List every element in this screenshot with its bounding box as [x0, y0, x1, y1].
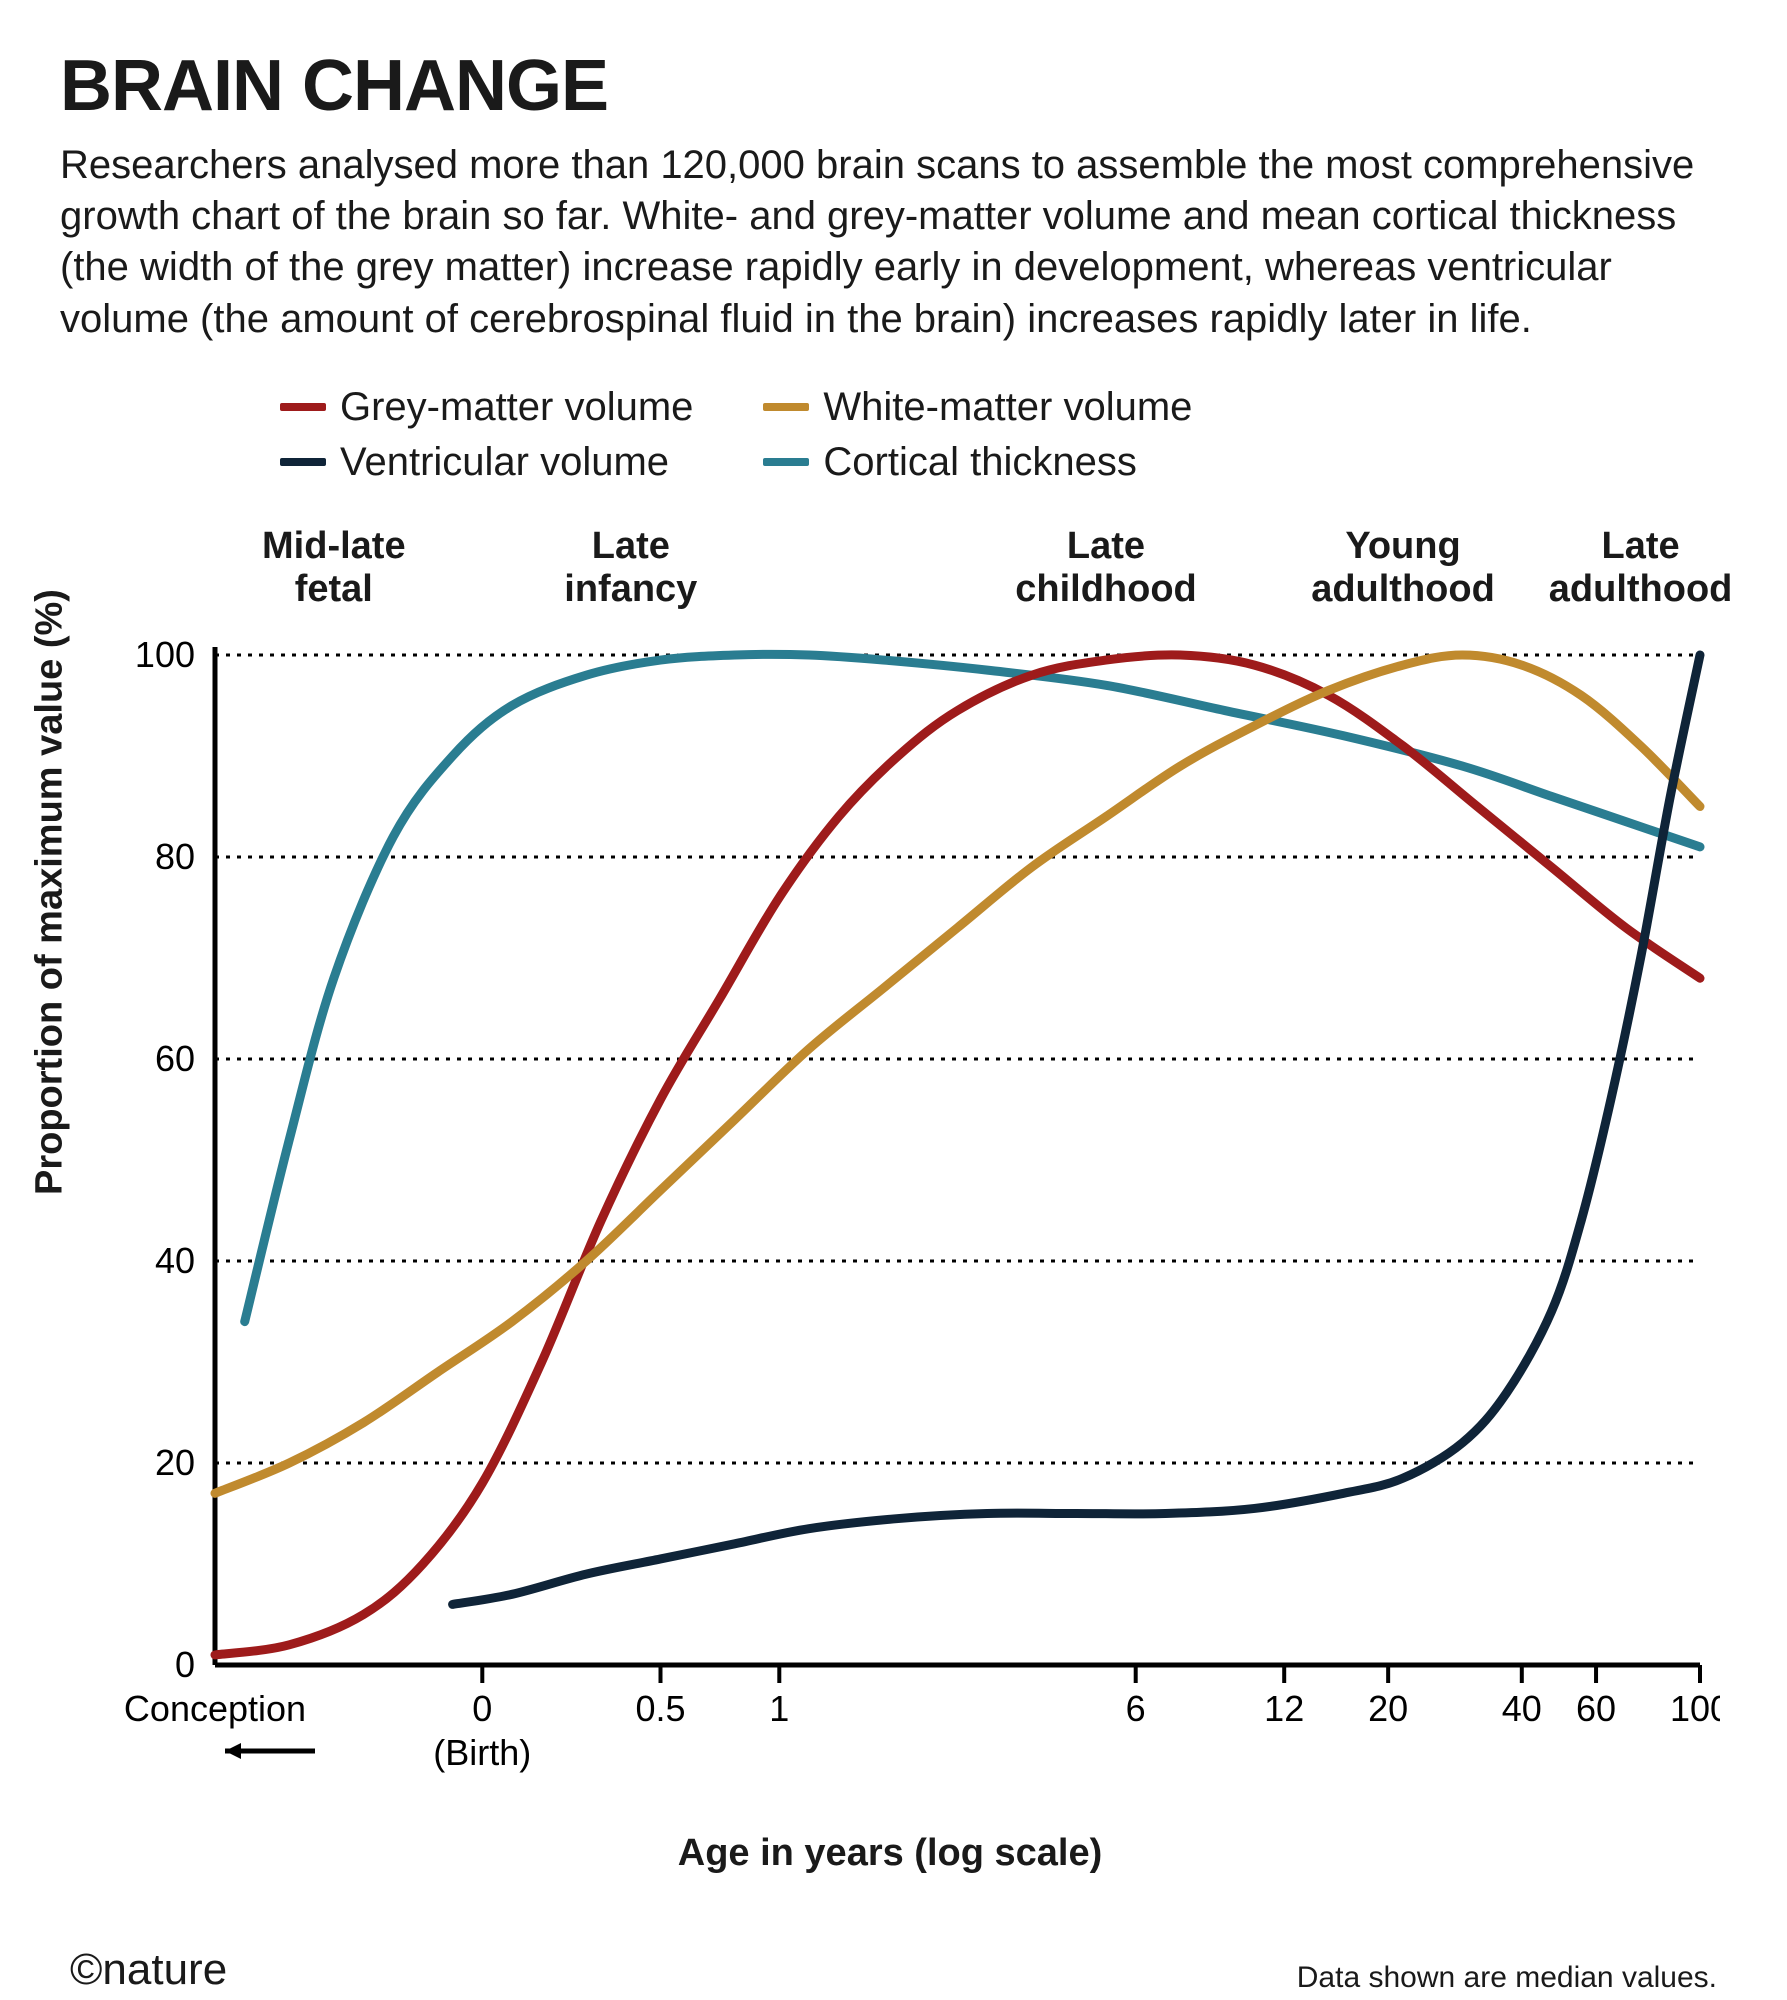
legend-item: White-matter volume — [763, 385, 1192, 430]
y-tick-label: 80 — [155, 836, 195, 877]
legend-item: Cortical thickness — [763, 440, 1192, 485]
phase-labels-row: Mid-latefetal Lateinfancy Latechildhood You… — [60, 525, 1720, 635]
y-tick-label: 0 — [175, 1644, 195, 1685]
y-tick-label: 20 — [155, 1442, 195, 1483]
chart-subtitle: Researchers analysed more than 120,000 b… — [60, 140, 1727, 345]
phase-label: Mid-latefetal — [262, 525, 406, 612]
series-line — [215, 655, 1700, 1493]
legend-label: Grey-matter volume — [340, 385, 693, 430]
x-tick-label: 12 — [1264, 1688, 1304, 1729]
phase-label: Lateinfancy — [564, 525, 697, 612]
x-tick-label: 20 — [1368, 1688, 1408, 1729]
x-axis-label: Age in years (log scale) — [678, 1832, 1103, 1875]
x-tick-label: 6 — [1126, 1688, 1146, 1729]
copyright: ©nature — [70, 1945, 227, 1995]
footnote: Data shown are median values. — [1297, 1961, 1717, 1995]
legend-swatch — [280, 403, 326, 411]
series-line — [245, 654, 1700, 1321]
x-tick-sublabel: (Birth) — [433, 1732, 531, 1773]
series-line — [215, 655, 1700, 1655]
x-tick-label: 60 — [1576, 1688, 1616, 1729]
chart-title: BRAIN CHANGE — [60, 50, 1727, 122]
legend-swatch — [763, 458, 809, 466]
x-tick-label: 1 — [769, 1688, 789, 1729]
phase-label: Lateadulthood — [1549, 525, 1733, 612]
legend-label: Ventricular volume — [340, 440, 669, 485]
legend-label: Cortical thickness — [823, 440, 1136, 485]
y-tick-label: 100 — [135, 634, 195, 675]
legend-item: Grey-matter volume — [280, 385, 693, 430]
conception-arrow-head — [225, 1743, 241, 1759]
chart-area: Mid-latefetal Lateinfancy Latechildhood You… — [60, 525, 1720, 1865]
x-tick-label: 0.5 — [635, 1688, 685, 1729]
legend-label: White-matter volume — [823, 385, 1192, 430]
x-tick-label: 0 — [472, 1688, 492, 1729]
phase-label: Youngadulthood — [1311, 525, 1495, 612]
legend: Grey-matter volume White-matter volume Ven… — [280, 385, 1727, 485]
y-tick-label: 40 — [155, 1240, 195, 1281]
legend-swatch — [763, 403, 809, 411]
x-tick-label: Conception — [124, 1688, 306, 1729]
legend-item: Ventricular volume — [280, 440, 693, 485]
y-axis-label: Proportion of maximum value (%) — [29, 589, 72, 1195]
y-tick-label: 60 — [155, 1038, 195, 1079]
legend-swatch — [280, 458, 326, 466]
chart-svg: 020406080100Conception0(Birth)0.51612204… — [60, 525, 1720, 1865]
phase-label: Latechildhood — [1015, 525, 1197, 612]
x-tick-label: 100 — [1670, 1688, 1720, 1729]
x-tick-label: 40 — [1502, 1688, 1542, 1729]
